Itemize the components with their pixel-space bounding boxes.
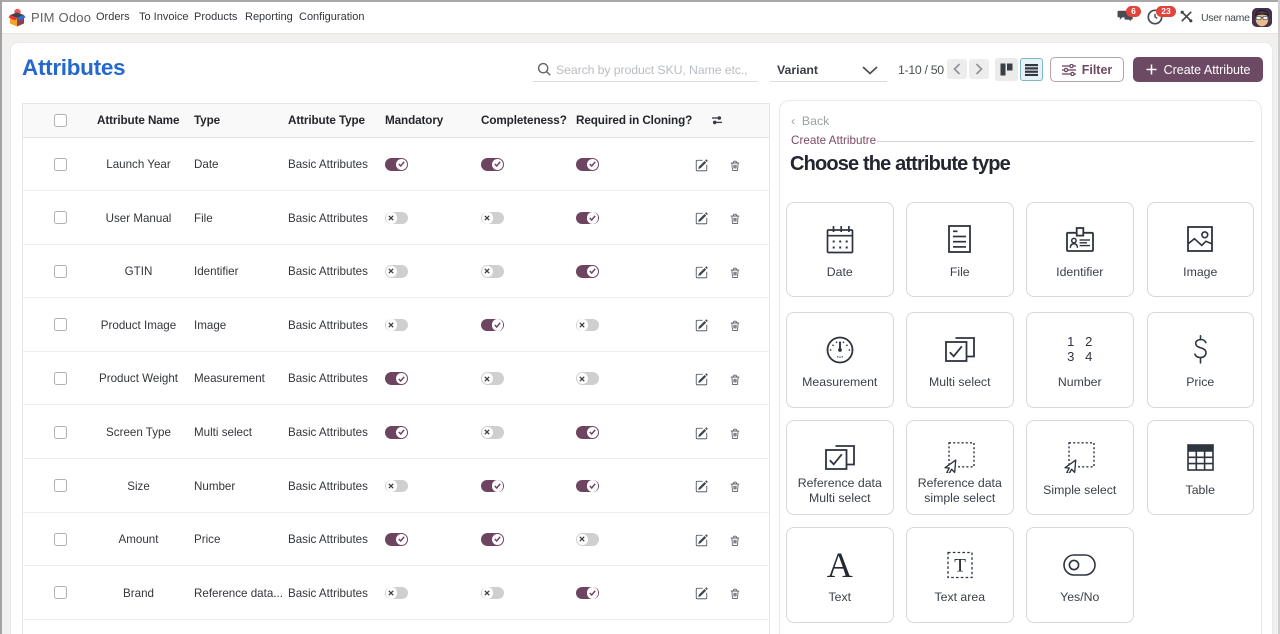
svg-text:T: T [954,555,966,576]
